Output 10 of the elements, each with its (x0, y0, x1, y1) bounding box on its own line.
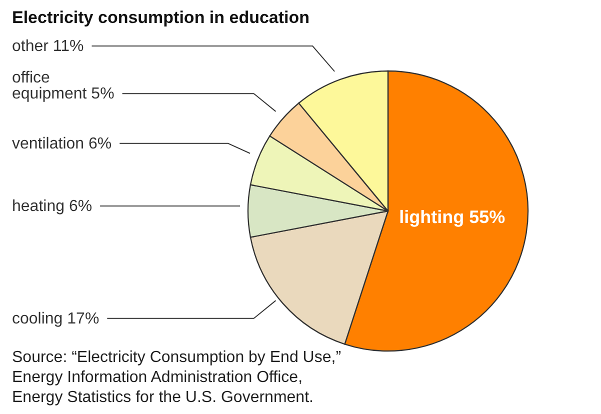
slice-label: lighting 55% (399, 206, 506, 227)
slice-label: cooling 17% (12, 310, 100, 327)
text: Energy Information Administration Office, (12, 368, 304, 388)
slice-label: office equipment 5% (12, 69, 114, 102)
text: Energy Statistics for the U.S. Government. (12, 388, 314, 408)
chart-title: Electricity consumption in education (12, 8, 310, 28)
slice-label: heating 6% (12, 198, 92, 214)
slice-label: other 11% (12, 38, 84, 55)
slice-label: ventilation 6% (12, 134, 112, 152)
source-note: Source: “Electricity Consumption by End Use,” (12, 348, 342, 368)
